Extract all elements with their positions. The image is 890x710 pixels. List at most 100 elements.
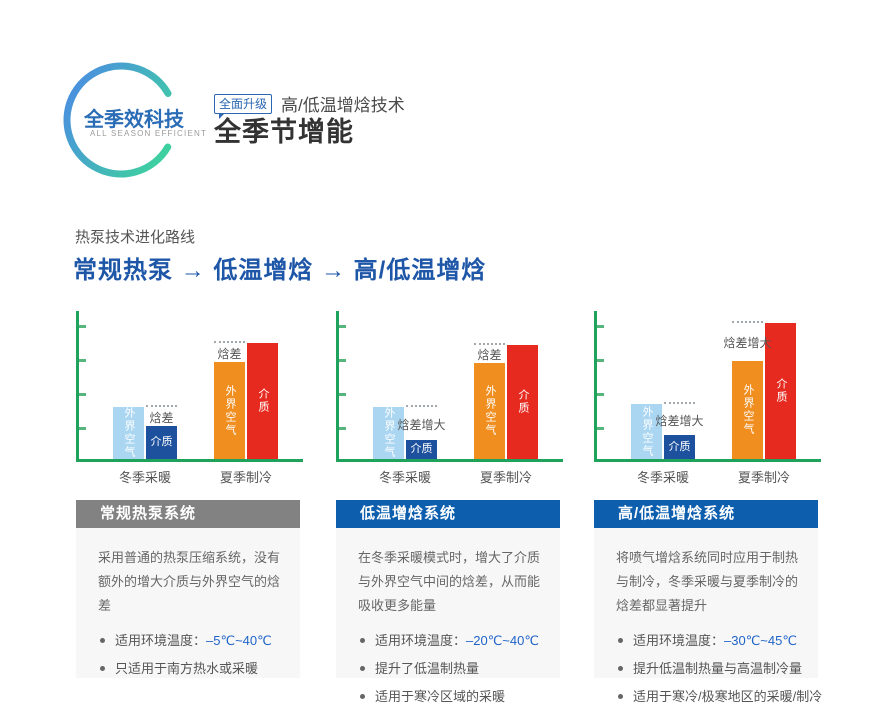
bar-medium: 介质 bbox=[247, 343, 278, 459]
enthalpy-diff-label: 焓差增大 bbox=[655, 413, 704, 428]
bar-label: 介质 bbox=[150, 436, 173, 448]
x-axis-category-label: 冬季采暖 bbox=[118, 470, 172, 485]
x-axis-category-label: 夏季制冷 bbox=[479, 470, 533, 485]
card-description: 采用普通的热泵压缩系统，没有额外的增大介质与外界空气的焓差 bbox=[98, 550, 281, 613]
x-axis bbox=[336, 459, 563, 462]
logo-title: 全季效科技 bbox=[84, 109, 184, 131]
bullet-dot-icon bbox=[360, 694, 365, 699]
bullet-dot-icon bbox=[618, 694, 623, 699]
bullet-dot-icon bbox=[618, 638, 623, 643]
enthalpy-diff-label: 焓差 bbox=[477, 348, 502, 362]
x-axis-category-label: 夏季制冷 bbox=[219, 470, 273, 485]
bar-group-summer: 外界空气 介质 焓差增大 夏季制冷 bbox=[723, 311, 796, 485]
card-title: 低温增焓系统 bbox=[336, 500, 560, 528]
bar-label: 介质 bbox=[775, 378, 787, 404]
bullet-text: 适用于寒冷/极寒地区的采暖/制冷 bbox=[633, 689, 823, 704]
y-axis bbox=[336, 311, 346, 461]
card-title: 高/低温增焓系统 bbox=[594, 500, 818, 528]
headline-top: 全面升级 高/低温增焓技术 bbox=[214, 91, 405, 119]
enthalpy-diff-dotted-line bbox=[214, 341, 245, 343]
bullet-item: 适用于寒冷区域的采暖 bbox=[358, 689, 544, 705]
bar-label: 介质 bbox=[410, 443, 433, 455]
bar-medium: 介质 bbox=[664, 435, 695, 459]
card-body: 采用普通的热泵压缩系统，没有额外的增大介质与外界空气的焓差 适用环境温度：–5℃… bbox=[76, 528, 300, 678]
card-title: 常规热泵系统 bbox=[76, 500, 300, 528]
bullet-text: 适用于寒冷区域的采暖 bbox=[375, 689, 506, 704]
card-bullet-list: 适用环境温度：–30℃~45℃ 提升低温制热量与高温制冷量 适用于寒冷/极寒地区… bbox=[616, 633, 822, 705]
enthalpy-diff-dotted-line bbox=[146, 405, 177, 407]
enthalpy-diff-label: 焓差 bbox=[149, 410, 174, 425]
bullet-text: 适用环境温度： bbox=[115, 633, 207, 648]
bar-outside-air: 外界空气 bbox=[113, 407, 144, 459]
x-axis bbox=[76, 459, 303, 462]
card-bullet-list: 适用环境温度：–20℃~40℃ 提升了低温制热量 适用于寒冷区域的采暖 bbox=[358, 633, 544, 705]
bullet-text: 只适用于南方热水或采暖 bbox=[115, 661, 259, 676]
bar-label: 外界空气 bbox=[224, 384, 236, 437]
bullet-item: 只适用于南方热水或采暖 bbox=[98, 661, 284, 677]
bar-label: 外界空气 bbox=[383, 407, 395, 459]
bullet-dot-icon bbox=[100, 638, 105, 643]
evolution-label: 热泵技术进化路线 bbox=[75, 229, 196, 246]
bullet-item: 适用环境温度：–20℃~40℃ bbox=[358, 633, 544, 649]
enthalpy-diff-label: 焓差增大 bbox=[723, 336, 772, 350]
bullet-dot-icon bbox=[100, 666, 105, 671]
logo-arc-icon bbox=[63, 62, 179, 178]
bar-label: 介质 bbox=[257, 388, 269, 414]
bullet-item: 适用于寒冷/极寒地区的采暖/制冷 bbox=[616, 689, 822, 705]
bar-medium: 介质 bbox=[507, 345, 538, 459]
chart-low-temp-enthalpy-system: 外界空气 介质 焓差增大 冬季采暖 外界空气 介质 焓差 夏季制冷 bbox=[336, 311, 563, 489]
bar-label: 介质 bbox=[668, 440, 691, 453]
bullet-text: 提升低温制热量与高温制冷量 bbox=[633, 661, 803, 676]
bar-label: 外界空气 bbox=[123, 407, 135, 459]
enthalpy-diff-dotted-line bbox=[732, 321, 763, 323]
bullet-item: 适用环境温度：–5℃~40℃ bbox=[98, 633, 284, 649]
bar-outside-air: 外界空气 bbox=[474, 363, 505, 459]
bullet-highlight: –5℃~40℃ bbox=[206, 633, 272, 648]
y-axis bbox=[594, 311, 604, 461]
tech-tagline: 高/低温增焓技术 bbox=[281, 96, 405, 115]
x-axis-category-label: 冬季采暖 bbox=[636, 470, 690, 485]
bullet-highlight: –20℃~40℃ bbox=[466, 633, 539, 648]
card-conventional-system: 常规热泵系统 采用普通的热泵压缩系统，没有额外的增大介质与外界空气的焓差 适用环… bbox=[76, 500, 300, 678]
enthalpy-diff-label: 焓差增大 bbox=[397, 417, 446, 432]
bullet-text: 适用环境温度： bbox=[375, 633, 467, 648]
bullet-text: 适用环境温度： bbox=[633, 633, 725, 648]
y-axis bbox=[76, 311, 86, 461]
x-axis-category-label: 夏季制冷 bbox=[737, 470, 791, 485]
bar-medium: 介质 bbox=[146, 426, 177, 459]
bar-group-summer: 外界空气 介质 焓差夏季制冷 bbox=[214, 311, 278, 485]
bar-label: 外界空气 bbox=[641, 405, 653, 458]
plot-area: 外界空气 介质 焓差增大 冬季采暖 外界空气 介质 焓差增大 夏季制冷 bbox=[594, 311, 821, 485]
page-title: 全季节增能 bbox=[214, 117, 354, 147]
x-axis bbox=[594, 459, 821, 462]
evolution-path: 常规热泵 → 低温增焓 → 高/低温增焓 bbox=[73, 257, 487, 284]
x-axis-category-label: 冬季采暖 bbox=[378, 470, 432, 485]
bar-group-summer: 外界空气 介质 焓差夏季制冷 bbox=[474, 311, 538, 485]
bullet-dot-icon bbox=[360, 666, 365, 671]
bar-medium: 介质 bbox=[765, 323, 796, 459]
chart-high-low-temp-enthalpy-system: 外界空气 介质 焓差增大 冬季采暖 外界空气 介质 焓差增大 夏季制冷 bbox=[594, 311, 821, 489]
enthalpy-diff-dotted-line bbox=[406, 405, 437, 407]
bullet-dot-icon bbox=[360, 638, 365, 643]
bullet-text: 提升了低温制热量 bbox=[375, 661, 480, 676]
card-body: 在冬季采暖模式时，增大了介质与外界空气中间的焓差，从而能吸收更多能量 适用环境温… bbox=[336, 528, 560, 704]
plot-area: 外界空气 介质 焓差增大 冬季采暖 外界空气 介质 焓差 夏季制冷 bbox=[336, 311, 563, 485]
enthalpy-diff-dotted-line bbox=[474, 343, 505, 345]
upgrade-badge: 全面升级 bbox=[214, 93, 273, 119]
plot-area: 外界空气 介质 焓差 冬季采暖 外界空气 介质 焓差 夏季制冷 bbox=[76, 311, 303, 485]
bar-outside-air: 外界空气 bbox=[214, 362, 245, 459]
bar-outside-air: 外界空气 bbox=[631, 404, 662, 459]
card-body: 将喷气增焓系统同时应用于制热与制冷，冬季采暖与夏季制冷的焓差都显著提升 适用环境… bbox=[594, 528, 822, 704]
card-low-temp-enthalpy-system: 低温增焓系统 在冬季采暖模式时，增大了介质与外界空气中间的焓差，从而能吸收更多能… bbox=[336, 500, 560, 704]
bullet-highlight: –30℃~45℃ bbox=[724, 633, 797, 648]
bar-group-winter: 外界空气介质 焓差增大冬季采暖 bbox=[373, 311, 446, 485]
enthalpy-diff-label: 焓差 bbox=[217, 346, 242, 361]
bar-medium: 介质 bbox=[406, 440, 437, 459]
card-description: 将喷气增焓系统同时应用于制热与制冷，冬季采暖与夏季制冷的焓差都显著提升 bbox=[616, 550, 799, 613]
logo-subtitle: ALL SEASON EFFICIENT bbox=[90, 129, 208, 138]
bullet-item: 提升了低温制热量 bbox=[358, 661, 544, 677]
card-bullet-list: 适用环境温度：–5℃~40℃ 只适用于南方热水或采暖 bbox=[98, 633, 284, 677]
bullet-dot-icon bbox=[618, 666, 623, 671]
enthalpy-diff-dotted-line bbox=[664, 402, 695, 404]
